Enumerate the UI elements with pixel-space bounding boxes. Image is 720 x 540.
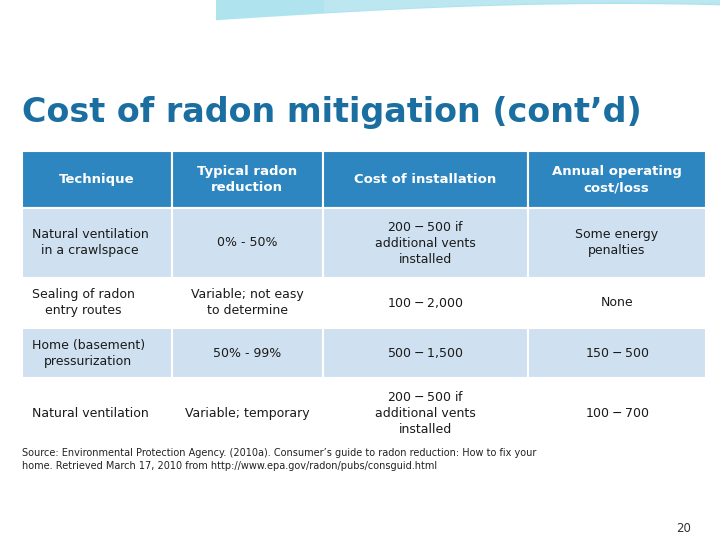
FancyBboxPatch shape [172, 278, 323, 328]
Text: Typical radon
reduction: Typical radon reduction [197, 165, 297, 194]
FancyBboxPatch shape [323, 208, 528, 278]
FancyBboxPatch shape [528, 151, 706, 208]
FancyBboxPatch shape [172, 208, 323, 278]
FancyBboxPatch shape [528, 328, 706, 379]
Text: Cost of radon mitigation (cont’d): Cost of radon mitigation (cont’d) [22, 96, 642, 129]
Text: 0% - 50%: 0% - 50% [217, 237, 278, 249]
FancyBboxPatch shape [22, 379, 172, 448]
Text: $100 - $2,000: $100 - $2,000 [387, 296, 463, 310]
Text: Sealing of radon
entry routes: Sealing of radon entry routes [32, 288, 135, 318]
Text: Home (basement)
pressurization: Home (basement) pressurization [32, 339, 145, 368]
Text: 50% - 99%: 50% - 99% [213, 347, 282, 360]
FancyBboxPatch shape [22, 278, 172, 328]
Text: Variable; temporary: Variable; temporary [185, 407, 310, 420]
Polygon shape [216, 0, 720, 20]
Text: $150 - $500: $150 - $500 [585, 347, 649, 360]
Text: Natural ventilation: Natural ventilation [32, 407, 148, 420]
Text: Some energy
penalties: Some energy penalties [575, 228, 658, 258]
FancyBboxPatch shape [172, 379, 323, 448]
Text: $200 - $500 if
additional vents
installed: $200 - $500 if additional vents installe… [375, 390, 475, 436]
Text: $100 - $700: $100 - $700 [585, 407, 649, 420]
Text: Technique: Technique [59, 173, 135, 186]
FancyBboxPatch shape [528, 278, 706, 328]
FancyBboxPatch shape [323, 328, 528, 379]
Text: Natural ventilation
in a crawlspace: Natural ventilation in a crawlspace [32, 228, 148, 258]
Text: Annual operating
cost/loss: Annual operating cost/loss [552, 165, 682, 194]
Text: $500 - $1,500: $500 - $1,500 [387, 346, 463, 360]
FancyBboxPatch shape [172, 151, 323, 208]
Text: None: None [600, 296, 633, 309]
Text: 20: 20 [676, 522, 691, 535]
FancyBboxPatch shape [323, 278, 528, 328]
Text: Variable; not easy
to determine: Variable; not easy to determine [191, 288, 304, 318]
FancyBboxPatch shape [22, 151, 172, 208]
FancyBboxPatch shape [323, 379, 528, 448]
Text: Source: Environmental Protection Agency. (2010a). Consumer’s guide to radon redu: Source: Environmental Protection Agency.… [22, 448, 536, 471]
FancyBboxPatch shape [22, 208, 172, 278]
FancyBboxPatch shape [323, 151, 528, 208]
FancyBboxPatch shape [528, 208, 706, 278]
FancyBboxPatch shape [528, 379, 706, 448]
FancyBboxPatch shape [22, 328, 172, 379]
Polygon shape [324, 0, 720, 12]
FancyBboxPatch shape [172, 328, 323, 379]
Text: Cost of installation: Cost of installation [354, 173, 496, 186]
Text: $200 - $500 if
additional vents
installed: $200 - $500 if additional vents installe… [375, 220, 475, 266]
Polygon shape [0, 8, 720, 81]
